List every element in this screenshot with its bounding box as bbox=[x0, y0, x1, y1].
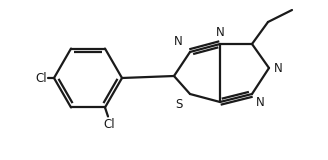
Text: N: N bbox=[256, 96, 265, 109]
Text: Cl: Cl bbox=[35, 72, 47, 84]
Text: N: N bbox=[274, 61, 283, 75]
Text: Cl: Cl bbox=[103, 118, 115, 132]
Text: S: S bbox=[175, 98, 183, 111]
Text: N: N bbox=[215, 26, 224, 39]
Text: N: N bbox=[174, 35, 183, 48]
